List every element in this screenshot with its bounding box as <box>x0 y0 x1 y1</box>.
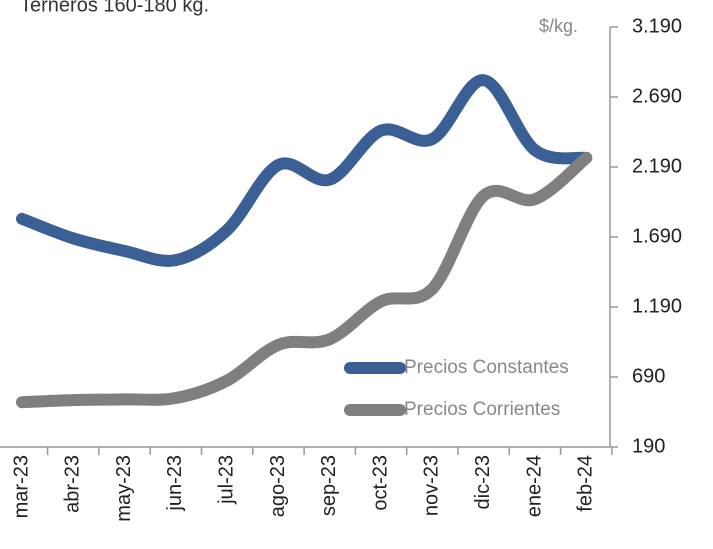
y-tick-label: 190 <box>632 435 665 457</box>
y-tick-label: 1.190 <box>632 295 682 317</box>
x-tick-label: sep-23 <box>318 455 340 516</box>
x-tick-label: dic-23 <box>472 455 494 509</box>
line-series <box>16 151 593 409</box>
x-tick-label: may-23 <box>113 455 135 522</box>
x-tick-label: abr-23 <box>62 455 84 513</box>
line-series <box>16 74 593 267</box>
y-tick-label: 2.190 <box>632 155 682 177</box>
x-tick-label: ago-23 <box>267 455 289 517</box>
legend-label: Precios Corrientes <box>404 399 560 420</box>
chart-title: Terneros 160-180 kg. <box>20 0 209 16</box>
x-tick-label: oct-23 <box>369 455 391 511</box>
x-tick-label: jun-23 <box>164 455 186 512</box>
x-tick-label: nov-23 <box>421 455 443 516</box>
y-tick-label: 1.690 <box>632 225 682 247</box>
x-tick-label: mar-23 <box>10 455 32 518</box>
y-axis-label: $/kg. <box>539 16 578 36</box>
x-tick-label: ene-24 <box>523 455 545 517</box>
x-tick-label: jul-23 <box>215 455 237 505</box>
y-tick-label: 690 <box>632 365 665 387</box>
legend-label: Precios Constantes <box>404 357 569 378</box>
y-tick-label: 2.690 <box>632 85 682 107</box>
x-tick-label: feb-24 <box>575 455 597 512</box>
y-tick-label: 3.190 <box>632 15 682 37</box>
